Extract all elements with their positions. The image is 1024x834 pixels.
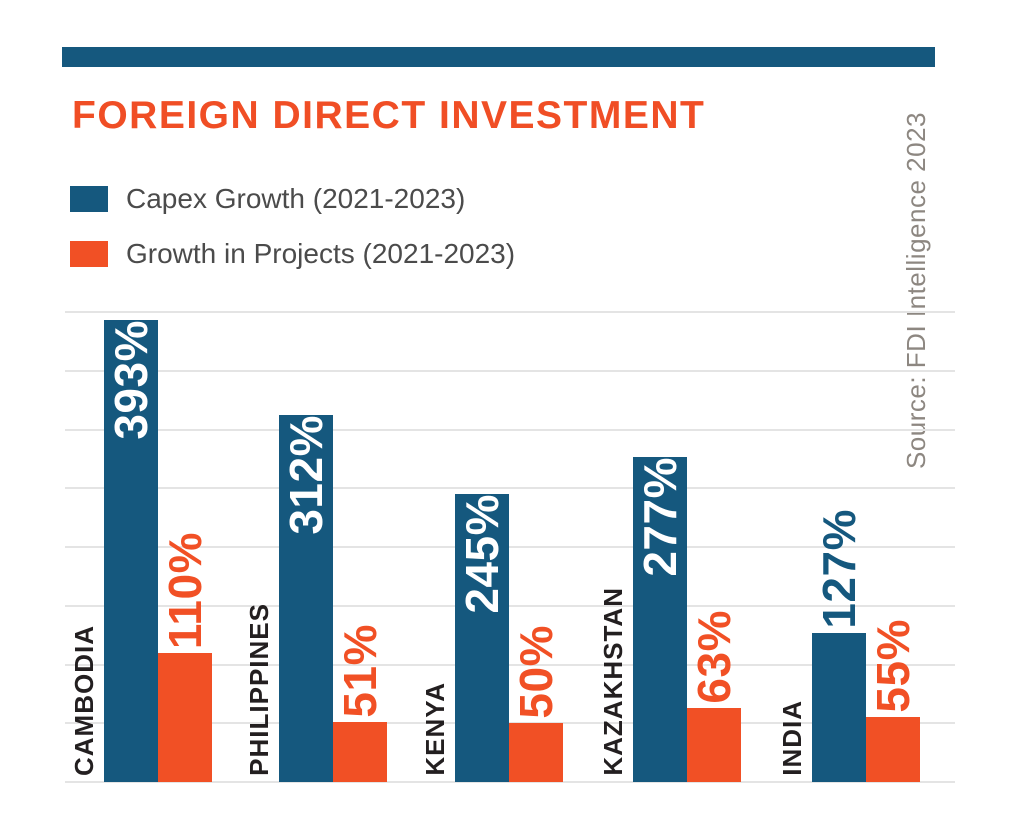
category-text-kenya: KENYA	[420, 682, 450, 776]
bar-projects-kazakhstan	[687, 708, 741, 782]
gridline-100pct	[65, 664, 955, 666]
top-accent-bar	[62, 47, 935, 67]
bar-projects-kenya	[509, 723, 563, 782]
gridline-400pct	[65, 311, 955, 313]
legend-swatch-capex-growth	[70, 186, 108, 212]
legend-label-capex-growth: Capex Growth (2021-2023)	[126, 183, 466, 214]
value-label-projects-india: 55%	[866, 553, 920, 713]
value-label-capex-india: 127%	[812, 469, 866, 629]
gridline-150pct	[65, 605, 955, 607]
gridline-300pct	[65, 429, 955, 431]
source-note: Source: FDI Intelligence 2023	[901, 112, 931, 470]
bar-projects-india	[866, 717, 920, 782]
legend-swatch-growth-in-projects	[70, 241, 108, 267]
value-label-capex-kenya: 245%	[455, 494, 509, 782]
value-label-projects-philippines: 51%	[333, 558, 387, 718]
category-label-philippines: PHILIPPINES	[242, 470, 276, 776]
value-text-projects-india: 55%	[867, 619, 919, 713]
page-title: FOREIGN DIRECT INVESTMENT	[72, 94, 706, 137]
value-label-capex-kazakhstan: 277%	[633, 457, 687, 782]
value-text-projects-kenya: 50%	[510, 625, 562, 719]
value-text-capex-kenya: 245%	[456, 494, 508, 614]
category-text-india: INDIA	[777, 700, 807, 776]
value-label-capex-philippines: 312%	[279, 415, 333, 782]
gridline-200pct	[65, 546, 955, 548]
value-text-projects-kazakhstan: 63%	[688, 610, 740, 704]
bar-capex-india	[812, 633, 866, 782]
value-text-capex-cambodia: 393%	[105, 320, 157, 440]
category-text-cambodia: CAMBODIA	[69, 625, 99, 776]
value-text-capex-india: 127%	[813, 509, 865, 629]
value-label-projects-cambodia: 110%	[158, 489, 212, 649]
value-text-projects-philippines: 51%	[334, 624, 386, 718]
bar-capex-kenya	[455, 494, 509, 782]
bar-capex-cambodia	[104, 320, 158, 782]
gridline-0pct	[65, 781, 955, 783]
category-label-kazakhstan: KAZAKHSTAN	[596, 470, 630, 776]
category-text-kazakhstan: KAZAKHSTAN	[598, 587, 628, 776]
category-text-philippines: PHILIPPINES	[244, 603, 274, 776]
legend-item-capex-growth: Capex Growth (2021-2023)	[70, 183, 515, 215]
legend-item-growth-in-projects: Growth in Projects (2021-2023)	[70, 238, 515, 270]
value-text-capex-kazakhstan: 277%	[634, 457, 686, 577]
bar-capex-philippines	[279, 415, 333, 782]
category-label-india: INDIA	[775, 470, 809, 776]
gridline-250pct	[65, 487, 955, 489]
bar-projects-cambodia	[158, 653, 212, 782]
category-label-cambodia: CAMBODIA	[67, 470, 101, 776]
legend: Capex Growth (2021-2023) Growth in Proje…	[70, 183, 515, 293]
value-text-capex-philippines: 312%	[280, 415, 332, 535]
value-text-projects-cambodia: 110%	[159, 531, 211, 649]
bar-capex-kazakhstan	[633, 457, 687, 782]
legend-label-growth-in-projects: Growth in Projects (2021-2023)	[126, 238, 516, 269]
value-label-projects-kazakhstan: 63%	[687, 544, 741, 704]
category-label-kenya: KENYA	[418, 470, 452, 776]
value-label-capex-cambodia: 393%	[104, 320, 158, 782]
value-label-projects-kenya: 50%	[509, 559, 563, 719]
bar-projects-philippines	[333, 722, 387, 782]
gridline-350pct	[65, 370, 955, 372]
